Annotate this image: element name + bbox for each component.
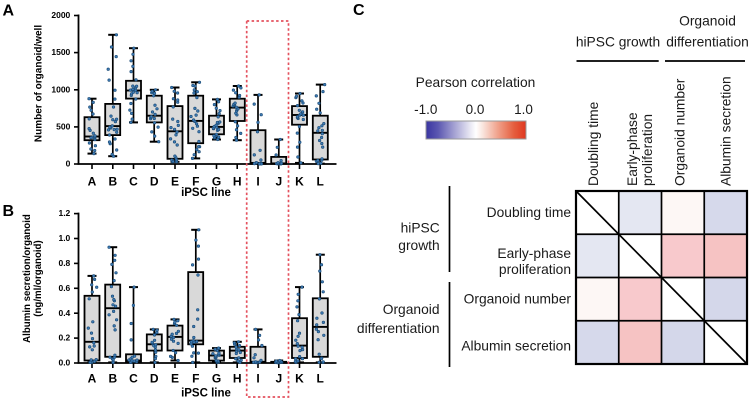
svg-text:Doubling time: Doubling time — [487, 205, 572, 220]
svg-text:iPSC line: iPSC line — [181, 187, 231, 199]
svg-text:1.0: 1.0 — [58, 233, 70, 243]
svg-text:F: F — [192, 372, 199, 386]
svg-text:-1.0: -1.0 — [414, 102, 437, 117]
svg-text:E: E — [171, 175, 179, 189]
svg-text:0.0: 0.0 — [58, 358, 70, 368]
svg-text:C: C — [353, 2, 365, 19]
svg-text:1000: 1000 — [51, 84, 70, 94]
svg-text:Organoid number: Organoid number — [672, 78, 687, 186]
svg-text:B: B — [3, 203, 15, 220]
svg-text:(ng/ml/organoid): (ng/ml/organoid) — [33, 240, 44, 316]
svg-text:B: B — [108, 175, 117, 189]
svg-text:Organoid number: Organoid number — [464, 292, 572, 307]
svg-text:A: A — [3, 3, 15, 20]
svg-text:Albumin secretion: Albumin secretion — [719, 76, 734, 186]
svg-text:L: L — [317, 175, 324, 189]
svg-text:Number of organoid/well: Number of organoid/well — [34, 25, 45, 142]
svg-text:Pearson correlation: Pearson correlation — [416, 75, 536, 90]
svg-text:Albumin secretion: Albumin secretion — [461, 339, 571, 354]
svg-text:2000: 2000 — [51, 10, 70, 20]
svg-text:H: H — [233, 372, 242, 386]
svg-text:G: G — [212, 175, 221, 189]
svg-text:differentiation: differentiation — [666, 35, 749, 50]
svg-text:K: K — [295, 175, 304, 189]
svg-text:H: H — [233, 175, 242, 189]
svg-text:Early-phase: Early-phase — [497, 246, 571, 261]
svg-text:0.8: 0.8 — [58, 258, 70, 268]
svg-text:growth: growth — [398, 238, 439, 253]
svg-text:C: C — [129, 175, 138, 189]
svg-text:C: C — [129, 372, 138, 386]
svg-text:I: I — [256, 175, 259, 189]
svg-text:Early-phase: Early-phase — [625, 112, 640, 186]
svg-text:Doubling time: Doubling time — [586, 101, 601, 186]
svg-text:L: L — [317, 372, 324, 386]
svg-text:differentiation: differentiation — [357, 321, 440, 336]
svg-text:0: 0 — [66, 159, 71, 169]
svg-text:500: 500 — [56, 122, 70, 132]
svg-text:proliferation: proliferation — [499, 262, 571, 277]
svg-text:1.0: 1.0 — [514, 102, 533, 117]
svg-text:proliferation: proliferation — [640, 114, 655, 186]
svg-text:iPSC line: iPSC line — [181, 388, 231, 400]
svg-text:F: F — [192, 175, 199, 189]
svg-text:A: A — [88, 372, 97, 386]
svg-text:0.2: 0.2 — [58, 333, 70, 343]
svg-text:hiPSC: hiPSC — [401, 221, 440, 236]
svg-text:hiPSC growth: hiPSC growth — [576, 35, 660, 50]
svg-text:I: I — [256, 372, 259, 386]
svg-text:K: K — [295, 372, 304, 386]
svg-text:J: J — [275, 372, 282, 386]
svg-text:1500: 1500 — [51, 47, 70, 57]
svg-text:0.0: 0.0 — [466, 102, 485, 117]
svg-text:J: J — [275, 175, 282, 189]
svg-text:1.2: 1.2 — [58, 208, 70, 218]
svg-text:B: B — [108, 372, 117, 386]
svg-text:Organoid: Organoid — [383, 302, 440, 317]
svg-text:D: D — [150, 372, 159, 386]
svg-text:Albumin secretion/organoid: Albumin secretion/organoid — [22, 214, 33, 343]
svg-text:Organoid: Organoid — [679, 14, 736, 29]
svg-text:E: E — [171, 372, 179, 386]
svg-text:D: D — [150, 175, 159, 189]
svg-text:0.6: 0.6 — [58, 283, 70, 293]
svg-text:0.4: 0.4 — [58, 308, 70, 318]
svg-text:A: A — [88, 175, 97, 189]
svg-text:G: G — [212, 372, 221, 386]
